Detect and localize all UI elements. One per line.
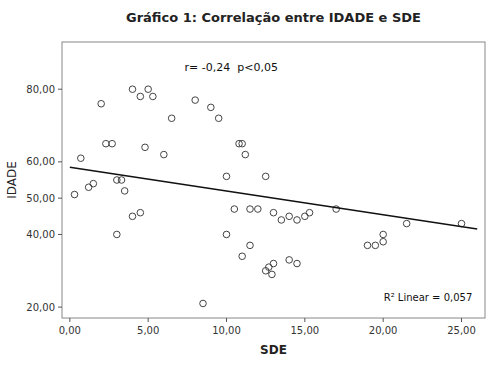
x-tick-label: 15,00 — [291, 325, 320, 336]
scatter-point — [364, 242, 371, 249]
scatter-point — [372, 242, 379, 249]
scatter-point — [129, 86, 136, 93]
x-tick-label: 10,00 — [212, 325, 241, 336]
y-tick — [58, 307, 62, 308]
scatter-point — [302, 213, 309, 220]
scatter-point — [71, 191, 78, 198]
annotation: R² Linear = 0,057 — [384, 292, 473, 303]
scatter-point — [129, 213, 136, 220]
y-tick — [58, 234, 62, 235]
x-tick — [226, 318, 227, 322]
scatter-point — [294, 217, 301, 224]
x-axis-label: SDE — [260, 343, 287, 357]
scatter-point — [161, 151, 168, 158]
scatter-point — [242, 151, 249, 158]
y-tick — [58, 89, 62, 90]
scatter-point — [269, 271, 276, 278]
scatter-point — [109, 140, 116, 147]
scatter-point — [223, 173, 230, 180]
scatter-point — [380, 238, 387, 245]
scatter-point — [103, 140, 110, 147]
y-tick-label: 60,00 — [26, 156, 55, 167]
scatter-point — [286, 257, 293, 264]
x-tick-label: 0,00 — [59, 325, 81, 336]
scatter-point — [78, 155, 85, 162]
chart: Gráfico 1: Correlação entre IDADE e SDE 0… — [0, 0, 500, 375]
scatter-point — [85, 184, 92, 191]
plot-frame — [62, 42, 485, 318]
scatter-point — [262, 173, 269, 180]
scatter-point — [145, 86, 152, 93]
scatter-point — [255, 206, 262, 213]
scatter-point — [247, 206, 254, 213]
scatter-point — [90, 180, 97, 187]
scatter-point — [118, 177, 125, 184]
y-tick-label: 40,00 — [26, 229, 55, 240]
scatter-point — [231, 206, 238, 213]
y-tick-label: 50,00 — [26, 193, 55, 204]
x-tick-label: 5,00 — [137, 325, 159, 336]
x-tick — [304, 318, 305, 322]
x-tick — [148, 318, 149, 322]
annotation: r= -0,24 p<0,05 — [185, 61, 278, 74]
title: Gráfico 1: Correlação entre IDADE e SDE — [126, 10, 421, 25]
scatter-point — [266, 264, 273, 271]
scatter-point — [306, 209, 313, 216]
x-tick — [461, 318, 462, 322]
y-tick-label: 20,00 — [26, 302, 55, 313]
scatter-point — [286, 213, 293, 220]
marks — [70, 86, 477, 307]
scatter-point — [239, 253, 246, 260]
scatter-point — [137, 93, 144, 100]
scatter-point — [121, 188, 128, 195]
scatter-point — [192, 97, 199, 104]
scatter-point — [150, 93, 157, 100]
scatter-point — [403, 220, 410, 227]
y-axis-label: IDADE — [5, 161, 19, 199]
scatter-point — [239, 140, 246, 147]
y-tick-label: 80,00 — [26, 84, 55, 95]
y-tick — [58, 161, 62, 162]
scatter-point — [278, 217, 285, 224]
x-tick-label: 25,00 — [447, 325, 476, 336]
scatter-point — [247, 242, 254, 249]
y-tick — [58, 198, 62, 199]
scatter-point — [168, 115, 175, 122]
scatter-point — [294, 260, 301, 267]
scatter-point — [142, 144, 149, 151]
scatter-point — [223, 231, 230, 238]
scatter-point — [380, 231, 387, 238]
scatter-point — [208, 104, 215, 111]
x-tick — [69, 318, 70, 322]
scatter-point — [270, 260, 277, 267]
scatter-point — [137, 209, 144, 216]
x-tick — [383, 318, 384, 322]
scatter-point — [200, 300, 207, 307]
x-tick-label: 20,00 — [369, 325, 398, 336]
regression-line — [70, 167, 477, 229]
scatter-point — [270, 209, 277, 216]
scatter-point — [215, 115, 222, 122]
scatter-point — [98, 100, 105, 107]
scatter-point — [114, 231, 121, 238]
